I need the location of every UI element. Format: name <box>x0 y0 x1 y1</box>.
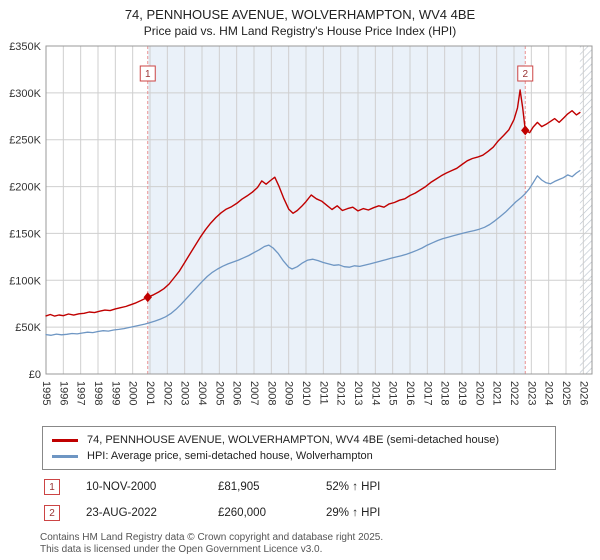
chart-title: 74, PENNHOUSE AVENUE, WOLVERHAMPTON, WV4… <box>124 7 476 22</box>
svg-text:2008: 2008 <box>265 381 277 405</box>
svg-text:2009: 2009 <box>283 381 295 405</box>
svg-text:2: 2 <box>522 69 528 80</box>
svg-text:£50K: £50K <box>15 322 41 334</box>
chart-subtitle: Price paid vs. HM Land Registry's House … <box>143 24 457 38</box>
svg-text:1998: 1998 <box>92 381 104 405</box>
svg-text:£100K: £100K <box>9 275 41 287</box>
sale-price: £260,000 <box>218 507 266 519</box>
svg-text:£250K: £250K <box>9 135 41 147</box>
svg-text:2011: 2011 <box>317 381 329 405</box>
sales-table: 1 10-NOV-2000 £81,905 52% ↑ HPI 2 23-AUG… <box>44 478 600 522</box>
legend-label-hpi: HPI: Average price, semi-detached house,… <box>87 450 373 462</box>
svg-text:1: 1 <box>145 69 151 80</box>
footer-line1: Contains HM Land Registry data © Crown c… <box>40 532 384 543</box>
svg-text:2024: 2024 <box>543 381 555 405</box>
svg-text:£150K: £150K <box>9 228 41 240</box>
svg-text:2015: 2015 <box>387 381 399 405</box>
svg-text:2005: 2005 <box>213 381 225 405</box>
svg-text:2010: 2010 <box>300 381 312 405</box>
svg-text:2012: 2012 <box>335 381 347 405</box>
sale-number-badge: 1 <box>44 479 60 495</box>
sale-date: 23-AUG-2022 <box>86 507 157 519</box>
svg-text:2025: 2025 <box>560 381 572 405</box>
legend-entry-property: 74, PENNHOUSE AVENUE, WOLVERHAMPTON, WV4… <box>52 432 555 448</box>
chart-legend: 74, PENNHOUSE AVENUE, WOLVERHAMPTON, WV4… <box>42 426 556 470</box>
svg-text:2022: 2022 <box>508 381 520 405</box>
svg-text:2021: 2021 <box>491 381 503 405</box>
svg-text:£0: £0 <box>29 369 41 381</box>
svg-text:2026: 2026 <box>577 381 589 405</box>
price-history-chart: 1 2 £0 £50K £100K £150K £200K £250K £300K £350K 19… <box>9 41 593 405</box>
footer-line2: This data is licensed under the Open Gov… <box>40 543 323 555</box>
svg-text:1995: 1995 <box>40 381 52 405</box>
svg-text:2001: 2001 <box>144 381 156 405</box>
svg-text:£300K: £300K <box>9 88 41 100</box>
svg-text:2000: 2000 <box>127 381 139 405</box>
svg-text:2002: 2002 <box>161 381 173 405</box>
sale-number-badge: 2 <box>44 505 60 521</box>
svg-text:2007: 2007 <box>248 381 260 405</box>
svg-text:2020: 2020 <box>473 381 485 405</box>
sale-hpi-delta: 29% ↑ HPI <box>326 507 381 519</box>
svg-text:1996: 1996 <box>57 381 69 405</box>
sale-date: 10-NOV-2000 <box>86 481 157 493</box>
legend-label-property: 74, PENNHOUSE AVENUE, WOLVERHAMPTON, WV4… <box>87 434 500 446</box>
sale-row-2: 2 23-AUG-2022 £260,000 29% ↑ HPI <box>44 504 600 522</box>
svg-text:£200K: £200K <box>9 182 41 194</box>
svg-text:2014: 2014 <box>369 381 381 405</box>
svg-text:2019: 2019 <box>456 381 468 405</box>
svg-text:2018: 2018 <box>439 381 451 405</box>
svg-text:£350K: £350K <box>9 41 41 53</box>
hpi-line-swatch <box>52 454 78 458</box>
svg-text:2017: 2017 <box>421 381 433 405</box>
license-footer: Contains HM Land Registry data © Crown c… <box>40 532 600 555</box>
svg-text:1997: 1997 <box>75 381 87 405</box>
svg-text:2013: 2013 <box>352 381 364 405</box>
svg-text:2016: 2016 <box>404 381 416 405</box>
chart-header: 74, PENNHOUSE AVENUE, WOLVERHAMPTON, WV4… <box>0 0 600 40</box>
svg-text:1999: 1999 <box>109 381 121 405</box>
svg-text:2023: 2023 <box>525 381 537 405</box>
property-line-swatch <box>52 438 78 442</box>
sale-row-1: 1 10-NOV-2000 £81,905 52% ↑ HPI <box>44 478 600 496</box>
svg-text:2003: 2003 <box>179 381 191 405</box>
legend-entry-hpi: HPI: Average price, semi-detached house,… <box>52 448 555 464</box>
svg-text:2004: 2004 <box>196 381 208 405</box>
sale-hpi-delta: 52% ↑ HPI <box>326 481 381 493</box>
sale-price: £81,905 <box>218 481 260 493</box>
svg-text:2006: 2006 <box>231 381 243 405</box>
